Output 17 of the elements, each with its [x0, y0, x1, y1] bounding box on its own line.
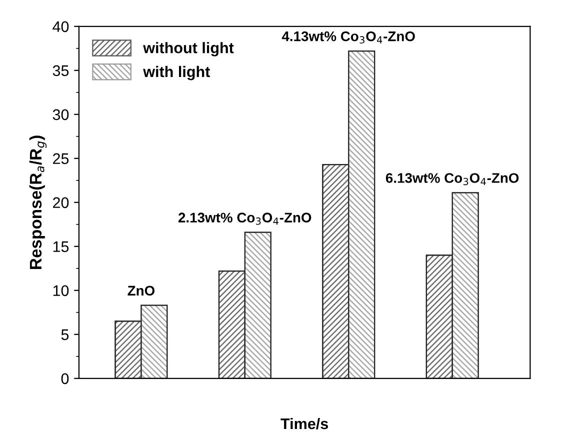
- y-axis-title: Response(R$_{a}$/R$_{g}$): [29, 136, 47, 269]
- y-tick-label: 30: [52, 109, 69, 120]
- annotation: 2.13wt% Co$_{3}$O$_{4}$-ZnO: [178, 212, 312, 225]
- y-tick-label: 25: [53, 153, 69, 164]
- y-tick-label: 0: [61, 373, 69, 384]
- legend-label: with light: [143, 66, 210, 80]
- y-tick-label: 20: [53, 197, 69, 208]
- y-tick-label: 35: [52, 65, 69, 76]
- y-tick-label: 5: [61, 329, 69, 340]
- y-tick-label: 15: [53, 241, 69, 252]
- annotation: 4.13wt% Co$_{3}$O$_{4}$-ZnO: [282, 31, 415, 44]
- annotation: ZnO: [128, 286, 154, 296]
- x-axis-title: Time/s: [280, 418, 328, 430]
- annotation: 6.13wt% Co$_{3}$O$_{4}$-ZnO: [386, 173, 519, 186]
- y-tick-label: 10: [53, 285, 69, 296]
- y-tick-label: 40: [52, 21, 69, 32]
- legend-label: without light: [143, 42, 234, 56]
